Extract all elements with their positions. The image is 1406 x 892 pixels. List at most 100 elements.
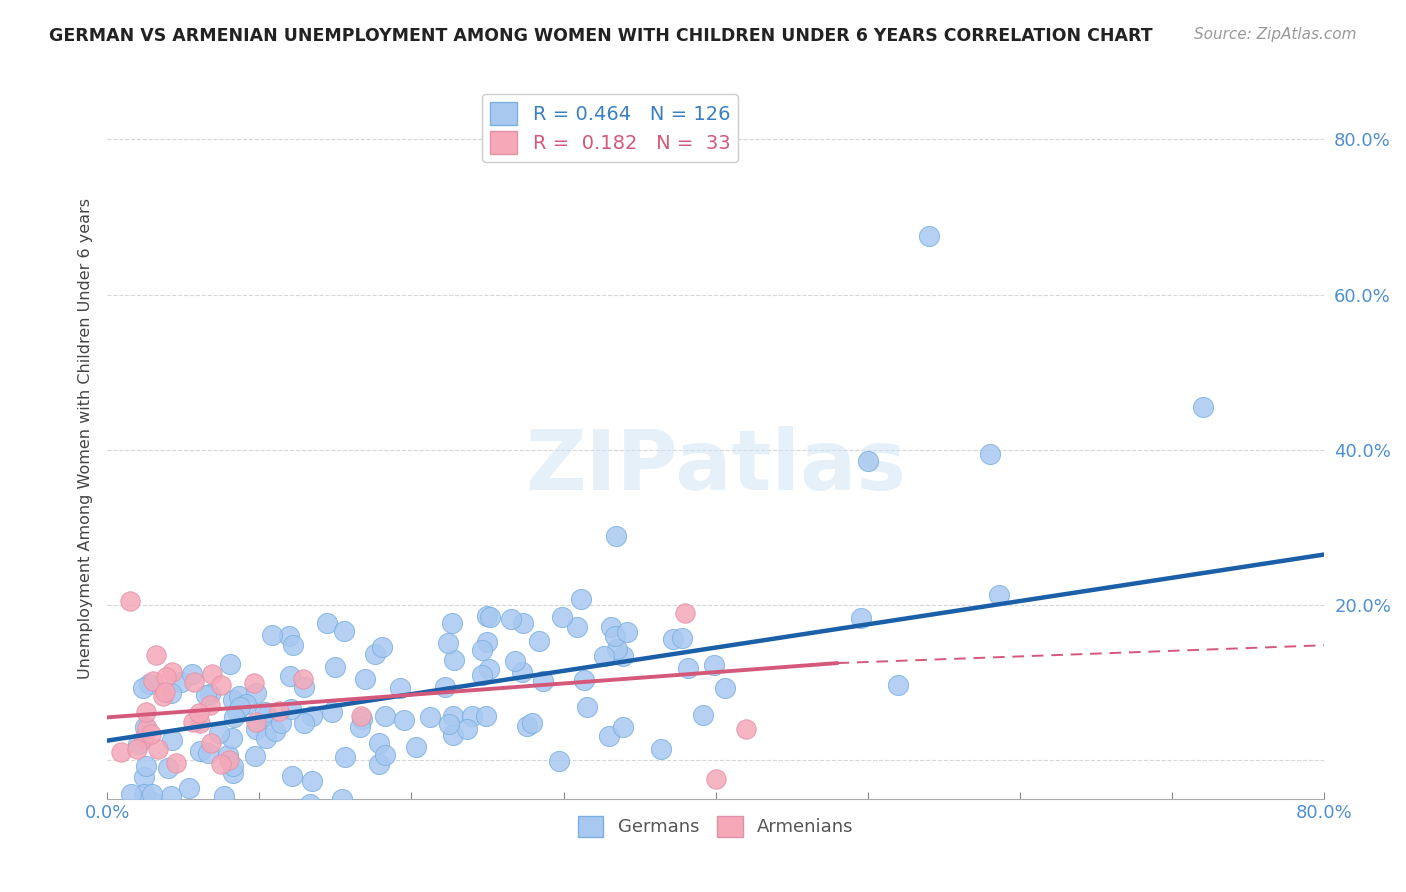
Point [253,705,276,719]
Point [887,677,910,691]
Point [132,788,155,802]
Point [120,787,142,801]
Point [301,709,323,723]
Point [136,721,159,735]
Point [280,702,302,716]
Point [281,769,304,783]
Point [735,722,758,736]
Point [671,631,693,645]
Point [548,754,571,768]
Point [256,807,278,822]
Point [471,667,494,681]
Point [1191,400,1213,414]
Point [200,736,222,750]
Point [612,648,634,663]
Point [661,632,683,646]
Point [918,229,941,244]
Point [650,741,672,756]
Point [127,737,149,751]
Point [471,643,494,657]
Point [292,716,315,731]
Point [512,615,534,630]
Point [264,723,287,738]
Point [181,715,204,730]
Text: Source: ZipAtlas.com: Source: ZipAtlas.com [1194,27,1357,42]
Point [437,636,460,650]
Point [441,709,464,723]
Point [254,709,277,723]
Point [277,629,299,643]
Point [226,704,249,718]
Point [575,699,598,714]
Point [419,710,441,724]
Point [520,716,543,731]
Point [134,770,156,784]
Point [551,610,574,624]
Point [475,609,498,624]
Point [254,731,277,745]
Point [301,773,323,788]
Point [110,745,132,759]
Point [221,731,243,745]
Point [388,681,411,695]
Point [330,792,353,806]
Point [245,715,267,730]
Point [437,717,460,731]
Point [510,665,533,680]
Point [208,725,231,739]
Point [987,589,1010,603]
Point [142,673,165,688]
Point [321,705,343,719]
Point [392,714,415,728]
Point [190,716,212,731]
Point [499,612,522,626]
Text: ZIPatlas: ZIPatlas [526,426,907,508]
Point [224,710,246,724]
Point [592,649,614,664]
Point [335,750,357,764]
Point [323,660,346,674]
Point [569,592,592,607]
Point [229,700,252,714]
Point [505,654,527,668]
Point [292,680,315,694]
Point [243,675,266,690]
Point [714,681,737,695]
Point [298,797,321,811]
Point [605,529,627,543]
Point [270,716,292,731]
Point [217,747,239,762]
Point [703,657,725,672]
Point [527,634,550,648]
Legend: Germans, Armenians: Germans, Armenians [571,809,860,844]
Point [516,719,538,733]
Point [134,720,156,734]
Point [200,687,222,701]
Point [222,759,245,773]
Point [165,756,187,770]
Point [228,690,250,704]
Point [315,615,337,630]
Point [162,665,184,679]
Point [135,759,157,773]
Point [221,693,243,707]
Point [333,624,356,639]
Point [856,454,879,468]
Point [118,594,141,608]
Point [188,744,211,758]
Point [177,780,200,795]
Point [283,639,305,653]
Point [479,609,502,624]
Point [170,674,193,689]
Point [141,727,163,741]
Point [371,640,394,654]
Point [364,647,387,661]
Point [673,606,696,620]
Point [142,795,165,809]
Point [443,653,465,667]
Point [374,708,396,723]
Point [441,728,464,742]
Point [349,720,371,734]
Point [692,708,714,723]
Point [405,740,427,755]
